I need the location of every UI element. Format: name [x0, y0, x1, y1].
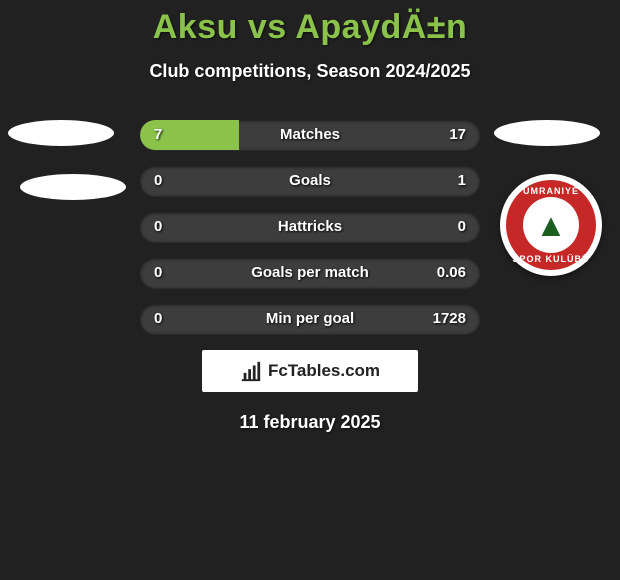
right-player-badges: UMRANIYE ▲ SPOR KULÜBÜ — [500, 120, 602, 276]
stat-right-value: 0 — [458, 212, 466, 242]
right-player-placeholder — [494, 120, 600, 146]
stat-label: Hattricks — [140, 212, 480, 242]
stat-label: Goals — [140, 166, 480, 196]
stat-label: Min per goal — [140, 304, 480, 334]
stat-right-value: 0.06 — [437, 258, 466, 288]
stat-row: 0Hattricks0 — [140, 212, 480, 242]
content-area: UMRANIYE ▲ SPOR KULÜBÜ 7Matches170Goals1… — [0, 120, 620, 433]
club-badge-inner: ▲ — [523, 197, 579, 253]
club-badge-text-top: UMRANIYE — [506, 186, 596, 196]
stat-right-value: 1 — [458, 166, 466, 196]
left-player-placeholder-1 — [8, 120, 114, 146]
stat-right-value: 17 — [449, 120, 466, 150]
club-badge: UMRANIYE ▲ SPOR KULÜBÜ — [500, 174, 602, 276]
left-player-badges — [8, 120, 126, 228]
page-subtitle: Club competitions, Season 2024/2025 — [0, 61, 620, 82]
stat-label: Matches — [140, 120, 480, 150]
page-title: Aksu vs ApaydÄ±n — [0, 0, 620, 47]
club-badge-text-bottom: SPOR KULÜBÜ — [506, 254, 596, 264]
brand-text: FcTables.com — [268, 361, 380, 381]
stat-row: 0Goals1 — [140, 166, 480, 196]
stat-row: 0Goals per match0.06 — [140, 258, 480, 288]
brand-box[interactable]: FcTables.com — [202, 350, 418, 392]
stat-label: Goals per match — [140, 258, 480, 288]
club-badge-ring: UMRANIYE ▲ SPOR KULÜBÜ — [506, 180, 596, 270]
bar-chart-icon — [240, 360, 262, 382]
stat-right-value: 1728 — [433, 304, 466, 334]
left-player-placeholder-2 — [20, 174, 126, 200]
tree-icon: ▲ — [535, 209, 567, 241]
stat-bars: 7Matches170Goals10Hattricks00Goals per m… — [140, 120, 480, 334]
date-line: 11 february 2025 — [0, 412, 620, 433]
stat-row: 7Matches17 — [140, 120, 480, 150]
stat-row: 0Min per goal1728 — [140, 304, 480, 334]
